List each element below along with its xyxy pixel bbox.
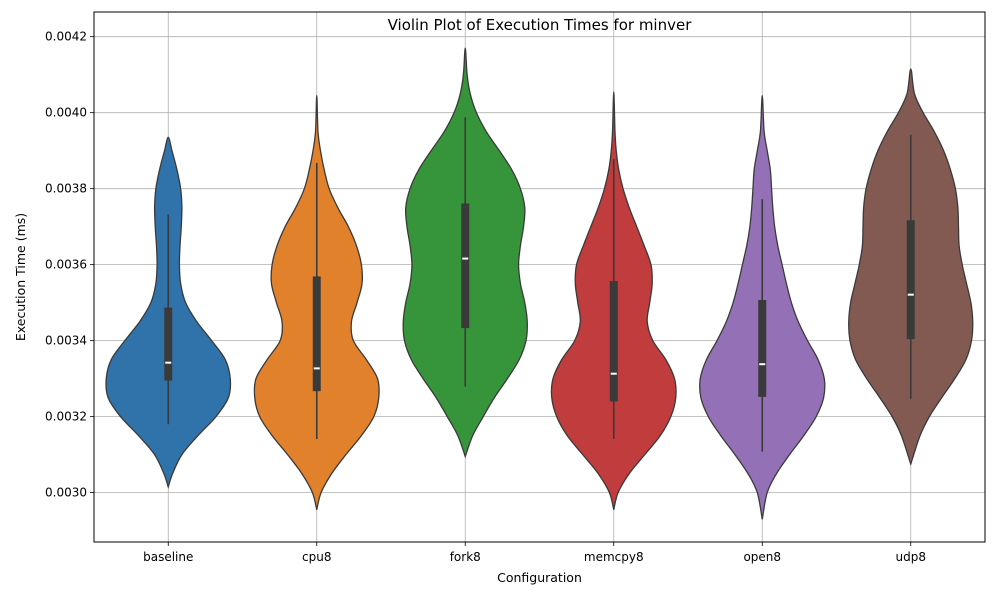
x-tick-label: udp8 [896, 550, 926, 564]
iqr-box-fork8 [461, 203, 470, 329]
axis-ticks: 0.0030 0.0032 0.0034 0.0036 0.0038 0.0040 0.00… [45, 30, 926, 564]
plot-frame [93, 11, 986, 543]
y-tick-label: 0.0030 [45, 486, 87, 500]
iqr-box-udp8 [906, 220, 915, 340]
x-axis-label: Configuration [497, 570, 582, 585]
y-tick-label: 0.0034 [45, 334, 87, 348]
x-tick-label: fork8 [450, 550, 481, 564]
x-tick-label: memcpy8 [584, 550, 644, 564]
x-tick-label: cpu8 [302, 550, 331, 564]
y-tick-label: 0.0036 [45, 258, 87, 272]
y-axis-label: Execution Time (ms) [13, 213, 28, 341]
y-tick-label: 0.0040 [45, 106, 87, 120]
iqr-box-memcpy8 [609, 280, 618, 402]
iqr-box-cpu8 [312, 276, 321, 392]
chart-title: Violin Plot of Execution Times for minve… [388, 16, 693, 34]
x-tick-label: baseline [143, 550, 193, 564]
x-tick-label: open8 [743, 550, 781, 564]
y-tick-label: 0.0032 [45, 410, 87, 424]
y-tick-label: 0.0038 [45, 182, 87, 196]
iqr-box-open8 [758, 299, 767, 397]
y-tick-label: 0.0042 [45, 30, 87, 44]
iqr-box-baseline [164, 307, 173, 381]
violins [105, 47, 974, 520]
